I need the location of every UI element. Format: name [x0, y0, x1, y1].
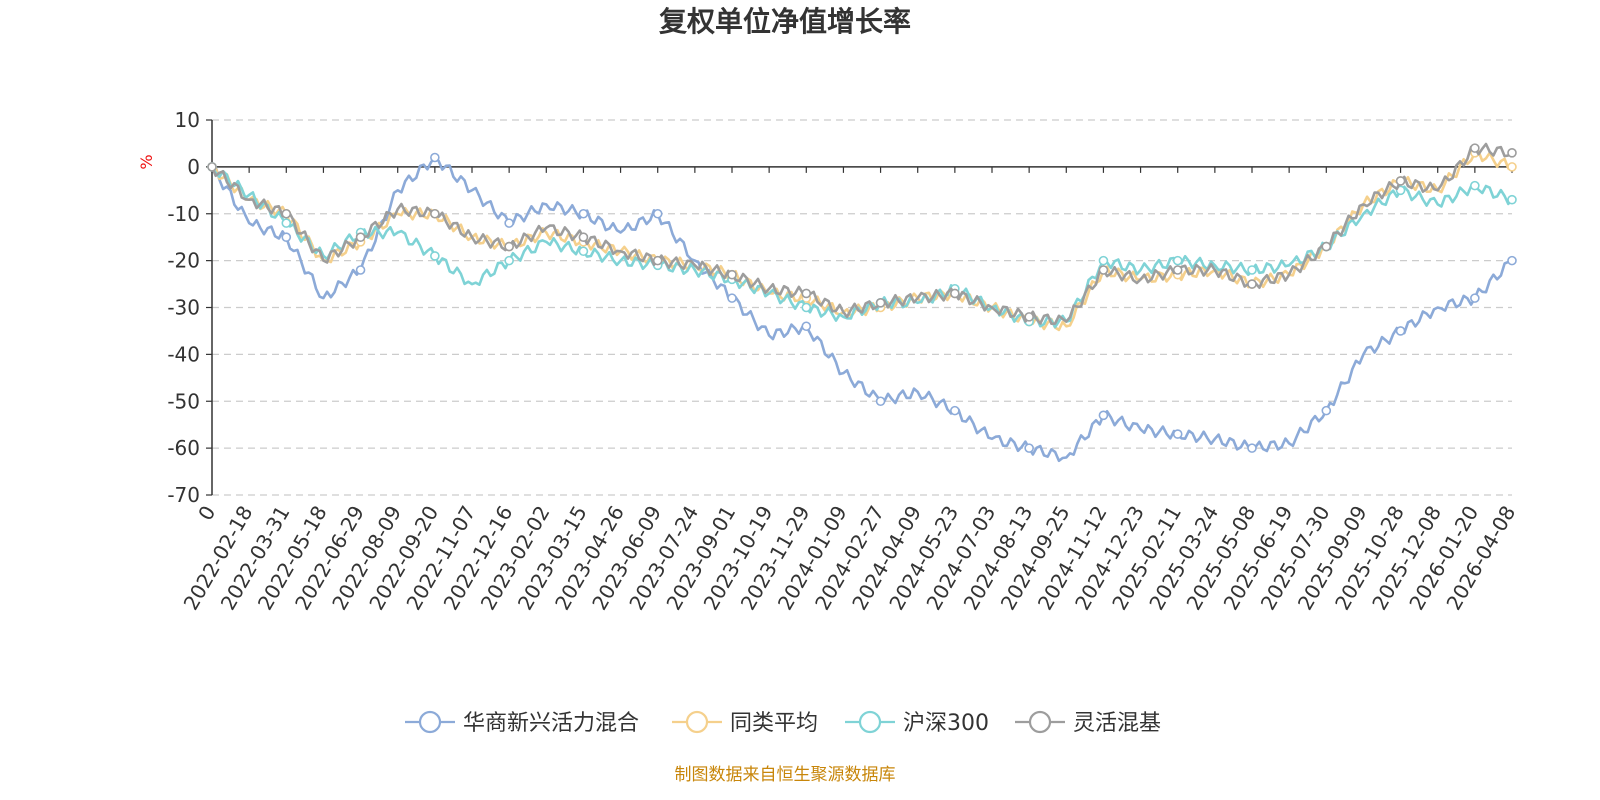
- data-point: [1247, 279, 1257, 289]
- y-tick-label: -60: [167, 436, 200, 460]
- legend-marker: [1028, 710, 1052, 734]
- x-tick-labels: 02022-02-182022-03-312022-05-182022-06-2…: [179, 502, 1521, 615]
- y-axis-unit: %: [137, 154, 156, 169]
- legend-marker: [858, 710, 882, 734]
- data-point: [1507, 255, 1517, 266]
- legend-marker: [418, 710, 442, 734]
- data-point: [355, 265, 366, 275]
- data-point: [504, 241, 514, 252]
- data-point: [801, 321, 812, 332]
- series-2: [207, 162, 1517, 329]
- y-tick-label: -30: [167, 296, 200, 320]
- legend-label: 沪深300: [903, 711, 989, 736]
- y-tick-labels: 10 0 -10 -20 -30 -40 -50 -60 -70: [167, 108, 200, 507]
- data-point: [1321, 405, 1332, 416]
- source-note: 制图数据来自恒生聚源数据库: [675, 765, 896, 785]
- data-point: [1098, 265, 1109, 275]
- data-point: [281, 218, 292, 228]
- series-3: [207, 142, 1517, 326]
- chart-title: 复权单位净值增长率: [659, 5, 911, 38]
- data-point: [1098, 410, 1109, 421]
- data-point: [504, 218, 514, 228]
- data-point: [950, 288, 960, 299]
- legend-item[interactable]: 华商新兴活力混合: [405, 710, 639, 736]
- legend-item[interactable]: 灵活混基: [1015, 710, 1161, 736]
- y-tick-label: -50: [167, 389, 200, 413]
- y-tick-label: -20: [167, 249, 200, 273]
- data-point: [727, 293, 737, 303]
- y-tick-label: -70: [167, 483, 200, 507]
- data-point: [1024, 443, 1034, 453]
- data-point: [1507, 148, 1517, 158]
- data-point: [1470, 293, 1480, 303]
- data-point: [1470, 143, 1480, 153]
- data-point: [578, 246, 589, 257]
- series-line: [212, 156, 1513, 463]
- data-point: [727, 269, 737, 280]
- legend-label: 同类平均: [730, 711, 818, 736]
- data-point: [355, 232, 366, 242]
- x-tick-label: 0: [193, 502, 220, 525]
- legend[interactable]: 华商新兴活力混合 同类平均 沪深300 灵活混基: [405, 710, 1161, 736]
- y-tick-label: -10: [167, 202, 200, 226]
- data-point: [578, 232, 589, 242]
- data-point: [950, 405, 960, 416]
- data-point: [1172, 429, 1183, 439]
- data-point: [1024, 312, 1034, 322]
- y-tick-label: 0: [187, 155, 200, 179]
- legend-item[interactable]: 沪深300: [845, 710, 989, 736]
- series-1: [207, 148, 1517, 332]
- legend-label: 灵活混基: [1073, 711, 1161, 736]
- legend-item[interactable]: 同类平均: [672, 710, 818, 736]
- data-point: [1172, 255, 1183, 266]
- data-point: [801, 288, 812, 299]
- data-point: [430, 251, 440, 261]
- data-point: [281, 208, 292, 219]
- data-point: [652, 255, 663, 266]
- data-point: [1247, 265, 1257, 275]
- series-line: [210, 142, 1513, 326]
- data-point: [875, 396, 886, 407]
- data-point: [1098, 255, 1109, 266]
- data-point: [1507, 162, 1517, 172]
- data-point: [1247, 443, 1257, 453]
- data-point: [281, 232, 292, 242]
- data-point: [652, 208, 663, 219]
- data-point: [1395, 176, 1406, 186]
- data-point: [1172, 265, 1183, 275]
- data-point: [801, 302, 812, 313]
- data-point: [1321, 241, 1332, 252]
- legend-label: 华商新兴活力混合: [463, 711, 639, 736]
- series-lines: [207, 142, 1517, 463]
- data-point: [504, 255, 514, 266]
- data-point: [430, 152, 440, 163]
- data-point: [578, 208, 589, 219]
- data-point: [875, 298, 886, 308]
- legend-marker: [685, 710, 709, 734]
- y-tick-label: 10: [175, 108, 200, 132]
- data-point: [1470, 180, 1480, 191]
- data-point: [207, 162, 217, 172]
- data-point: [1395, 185, 1406, 196]
- data-point: [1395, 326, 1406, 336]
- data-point: [1507, 194, 1517, 205]
- y-tick-label: -40: [167, 342, 200, 366]
- series-line: [210, 166, 1513, 329]
- data-point: [430, 208, 440, 219]
